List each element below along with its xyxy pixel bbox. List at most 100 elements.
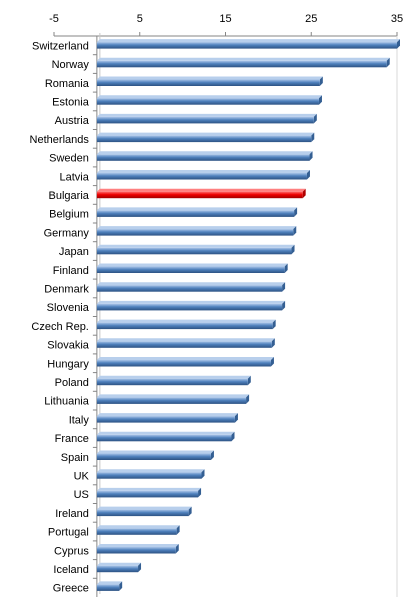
bar-belgium [96, 210, 295, 217]
category-label: Latvia [60, 171, 90, 183]
category-label: Greece [53, 583, 89, 595]
bar-end-face [198, 487, 202, 498]
bar-top-face [96, 394, 250, 398]
bar-top-face [96, 282, 286, 286]
category-label: Poland [55, 377, 89, 389]
bar-top-face [96, 413, 238, 417]
bar-end-face [284, 263, 288, 273]
category-label: Norway [52, 59, 90, 71]
bar-top-face [96, 76, 323, 80]
bar-end-face [119, 581, 123, 591]
category-label: Bulgaria [49, 190, 90, 202]
plot-frame [54, 33, 398, 597]
category-label: US [74, 489, 89, 501]
bar-top-face [96, 188, 306, 192]
bar-top-face [96, 300, 286, 304]
bar-end-face [309, 151, 313, 161]
x-tick-label: -5 [49, 13, 59, 25]
category-label: Denmark [44, 283, 89, 295]
bar-austria [96, 116, 314, 124]
category-label: Finland [53, 265, 89, 277]
bar-top-face [96, 469, 205, 473]
bar-top-face [96, 113, 317, 117]
bar-switzerland [96, 42, 397, 49]
category-label: Czech Rep. [31, 321, 88, 333]
bar-greece [96, 584, 120, 591]
bar-end-face [188, 506, 192, 517]
bar-end-face [234, 413, 238, 423]
bar-end-face [270, 357, 274, 367]
bar-end-face [247, 375, 251, 386]
bar-japan [96, 247, 292, 255]
bar-top-face [96, 487, 202, 491]
category-label: Lithuania [44, 396, 90, 408]
bar-top-face [96, 581, 123, 585]
category-label: Switzerland [32, 40, 89, 52]
bar-slovakia [96, 341, 272, 348]
bar-top-face [96, 95, 322, 99]
bar-end-face [294, 207, 298, 217]
bar-top-face [96, 375, 251, 379]
bar-top-face [96, 132, 315, 136]
bar-top-face [96, 450, 214, 454]
bar-top-face [96, 544, 179, 547]
bar-top-face [96, 151, 313, 155]
category-label: Iceland [53, 564, 88, 576]
bar-cyprus [96, 547, 176, 554]
bar-end-face [176, 525, 180, 535]
bar-czech-rep- [96, 322, 273, 330]
bar-sweden [96, 154, 310, 161]
category-label: Ireland [55, 508, 89, 520]
x-tick-label: 25 [305, 13, 317, 25]
bar-iceland [96, 565, 139, 573]
bar-end-face [231, 431, 235, 442]
category-label: Estonia [52, 96, 90, 108]
bar-bulgaria [96, 191, 303, 199]
bar-latvia [96, 173, 307, 180]
category-label: Slovakia [47, 340, 89, 352]
bar-top-face [96, 207, 298, 211]
bar-end-face [306, 170, 310, 180]
bar-top-face [96, 226, 297, 230]
bar-end-face [272, 319, 276, 330]
x-axis-ticks: -5 5 15 25 35 [49, 13, 403, 36]
bar-netherlands [96, 135, 312, 143]
bar-end-face [271, 338, 275, 348]
bar-end-face [311, 132, 315, 143]
bar-top-face [96, 263, 288, 267]
bar-ireland [96, 509, 189, 517]
x-tick-label: 15 [219, 13, 231, 25]
bar-end-face [293, 226, 297, 236]
category-label: Austria [55, 115, 90, 127]
bar-lithuania [96, 397, 247, 404]
bar-end-face [397, 39, 400, 49]
bar-top-face [96, 431, 235, 435]
category-label: UK [74, 470, 90, 482]
category-label: Italy [69, 414, 90, 426]
bar-germany [96, 229, 294, 236]
bar-slovenia [96, 303, 283, 311]
bar-top-face [96, 244, 295, 248]
bar-romania [96, 79, 320, 86]
bar-top-face [96, 170, 310, 173]
category-label: Belgium [49, 209, 89, 221]
bar-end-face [302, 188, 306, 199]
bar-norway [96, 60, 387, 68]
category-label: Japan [59, 246, 89, 258]
bar-end-face [282, 282, 286, 292]
category-label: Romania [45, 78, 90, 90]
bar-top-face [96, 562, 142, 566]
bar-end-face [201, 469, 205, 479]
category-label: Germany [44, 227, 90, 239]
bar-end-face [282, 300, 286, 311]
bar-spain [96, 453, 211, 460]
category-label: Netherlands [30, 134, 90, 146]
bar-france [96, 434, 232, 442]
bar-end-face [210, 450, 214, 460]
bar-uk [96, 472, 202, 479]
bar-hungary [96, 360, 271, 367]
bar-top-face [96, 357, 274, 360]
bar-finland [96, 266, 285, 273]
category-label: Portugal [48, 527, 89, 539]
